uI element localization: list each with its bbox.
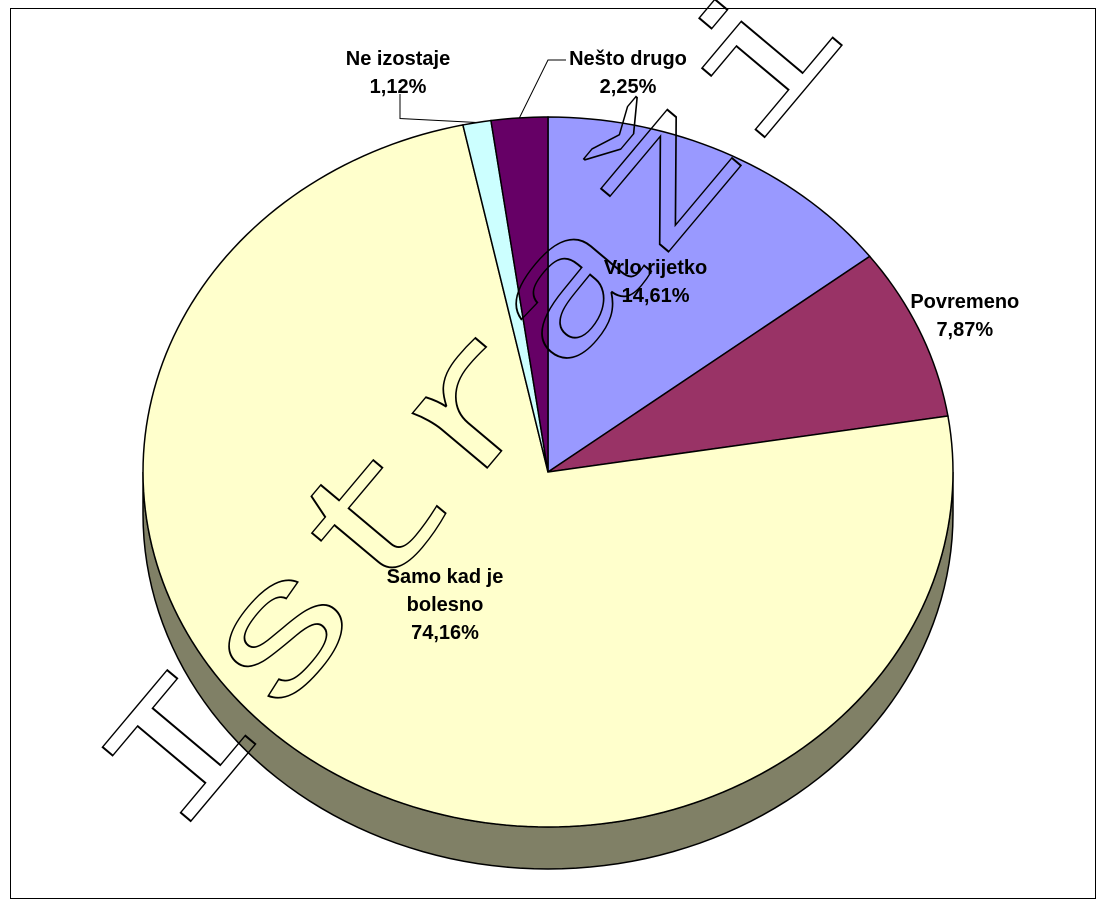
pie-slice-2: [142, 124, 954, 828]
pie-slice-1: [547, 255, 949, 473]
data-label-2-line-0: Samo kad je: [387, 566, 504, 588]
data-label-0-line-0: Vrlo rijetko: [604, 257, 707, 279]
data-label-3-line-1: 1,12%: [370, 76, 427, 98]
data-label-1-line-1: 7,87%: [936, 319, 993, 341]
data-label-4-line-1: 2,25%: [600, 76, 657, 98]
pie-slice-4: [490, 116, 549, 473]
data-label-1-line-0: Povremeno: [910, 291, 1019, 313]
pie-slice-0: [547, 116, 871, 474]
data-label-0-line-1: 14,61%: [622, 285, 690, 307]
leader-line-3: [399, 94, 477, 124]
data-labels: Vrlo rijetko 14,61% Povremeno 7,87% Samo kad…: [346, 48, 1020, 644]
pie-slices: [142, 116, 954, 828]
leader-lines: [399, 59, 566, 124]
data-label-4-line-0: Nešto drugo: [569, 48, 687, 70]
leader-line-4: [518, 59, 566, 119]
data-label-2-line-1: bolesno: [407, 594, 484, 616]
data-label-3-line-0: Ne izostaje: [346, 48, 450, 70]
data-label-2-line-2: 74,16%: [411, 622, 479, 644]
